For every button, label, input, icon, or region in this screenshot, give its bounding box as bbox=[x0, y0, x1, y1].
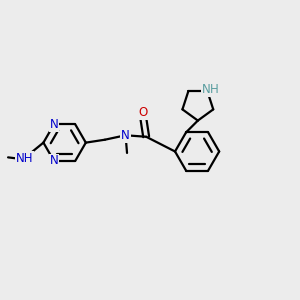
Text: N: N bbox=[50, 154, 58, 167]
Text: N: N bbox=[50, 118, 58, 131]
Text: N: N bbox=[202, 83, 210, 96]
Text: H: H bbox=[210, 83, 219, 96]
Text: N: N bbox=[121, 129, 130, 142]
Text: O: O bbox=[139, 106, 148, 119]
Text: NH: NH bbox=[16, 152, 33, 165]
